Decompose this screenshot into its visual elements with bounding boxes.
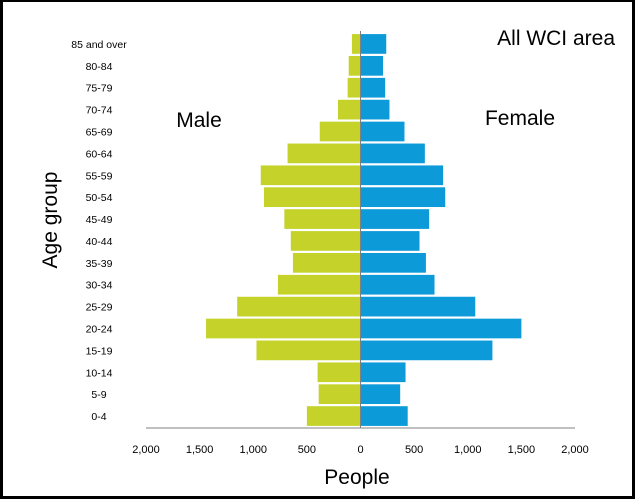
bar-female-85-and-over xyxy=(360,34,387,54)
y-axis-title: Age group xyxy=(39,172,62,269)
bar-male-75-79 xyxy=(347,77,361,98)
bar-female-15-19 xyxy=(360,340,493,361)
bar-male-40-44 xyxy=(290,231,361,251)
age-group-label: 25-29 xyxy=(86,302,113,314)
age-group-label: 50-54 xyxy=(86,192,113,204)
x-tick-labels: 2,000 1,500 1,000 500 0 500 1,000 1,500 2,000 xyxy=(132,444,589,456)
bar-female-45-49 xyxy=(360,209,430,229)
bar-female-50-54 xyxy=(360,187,446,208)
bar-male-85-and-over xyxy=(351,34,361,54)
age-group-label: 5-9 xyxy=(91,389,106,401)
age-group-label: 80-84 xyxy=(86,61,113,73)
x-tick-label: 2,000 xyxy=(561,444,589,456)
bar-male-25-29 xyxy=(237,296,361,317)
x-tick-label: 1,500 xyxy=(186,444,214,456)
age-group-label: 10-14 xyxy=(86,367,113,379)
age-group-label: 85 and over xyxy=(71,39,127,51)
age-group-label: 30-34 xyxy=(86,280,113,292)
bar-female-10-14 xyxy=(360,362,406,383)
bar-female-35-39 xyxy=(360,252,426,273)
bar-male-15-19 xyxy=(256,340,361,361)
x-tick-label: 500 xyxy=(405,444,423,456)
age-group-labels: 0-4 5-9 10-14 15-19 20-24 25-29 30-34 35-39 40-4… xyxy=(71,39,127,423)
age-group-label: 60-64 xyxy=(86,148,113,160)
female-bars xyxy=(360,34,522,426)
age-group-label: 20-24 xyxy=(86,324,113,336)
bar-male-20-24 xyxy=(206,318,361,339)
age-group-label: 45-49 xyxy=(86,214,113,226)
bar-male-35-39 xyxy=(292,252,361,273)
age-group-label: 70-74 xyxy=(86,105,113,117)
bar-female-80-84 xyxy=(360,55,384,76)
bar-male-30-34 xyxy=(277,274,361,295)
bar-male-5-9 xyxy=(318,384,361,405)
bar-male-45-49 xyxy=(284,209,361,229)
age-group-label: 15-19 xyxy=(86,345,113,357)
age-group-label: 35-39 xyxy=(86,258,113,270)
bar-male-80-84 xyxy=(348,55,361,76)
bar-female-30-34 xyxy=(360,274,435,295)
x-tick-label: 500 xyxy=(298,444,316,456)
bar-female-75-79 xyxy=(360,77,386,98)
bar-female-55-59 xyxy=(360,165,444,186)
age-group-label: 75-79 xyxy=(86,83,113,95)
age-group-label: 40-44 xyxy=(86,236,113,248)
age-group-label: 0-4 xyxy=(91,411,106,423)
bar-female-25-29 xyxy=(360,296,476,317)
x-tick-label: 2,000 xyxy=(132,444,160,456)
bar-male-10-14 xyxy=(317,362,361,383)
bar-male-50-54 xyxy=(263,187,361,208)
x-tick-label: 0 xyxy=(357,444,363,456)
bar-female-20-24 xyxy=(360,318,522,339)
bar-male-55-59 xyxy=(260,165,361,186)
female-series-label: Female xyxy=(485,107,555,130)
age-group-label: 65-69 xyxy=(86,127,113,139)
x-axis-title: People xyxy=(324,466,389,489)
bar-female-5-9 xyxy=(360,384,401,405)
bar-male-60-64 xyxy=(287,143,361,164)
bar-male-70-74 xyxy=(337,99,361,120)
x-tick-label: 1,000 xyxy=(454,444,482,456)
area-label: All WCI area xyxy=(497,27,615,50)
x-tick-label: 1,500 xyxy=(508,444,536,456)
bar-female-65-69 xyxy=(360,121,405,142)
male-series-label: Male xyxy=(176,109,222,132)
x-tick-label: 1,000 xyxy=(239,444,267,456)
population-pyramid-chart: 2,000 1,500 1,000 500 0 500 1,000 1,500 2,000 0-… xyxy=(39,27,615,489)
bar-female-70-74 xyxy=(360,99,390,120)
male-bars xyxy=(206,34,361,426)
bar-male-0-4 xyxy=(306,406,361,426)
bar-female-60-64 xyxy=(360,143,425,164)
bar-male-65-69 xyxy=(319,121,361,142)
age-group-label: 55-59 xyxy=(86,170,113,182)
bar-female-40-44 xyxy=(360,231,420,251)
bar-female-0-4 xyxy=(360,406,408,426)
